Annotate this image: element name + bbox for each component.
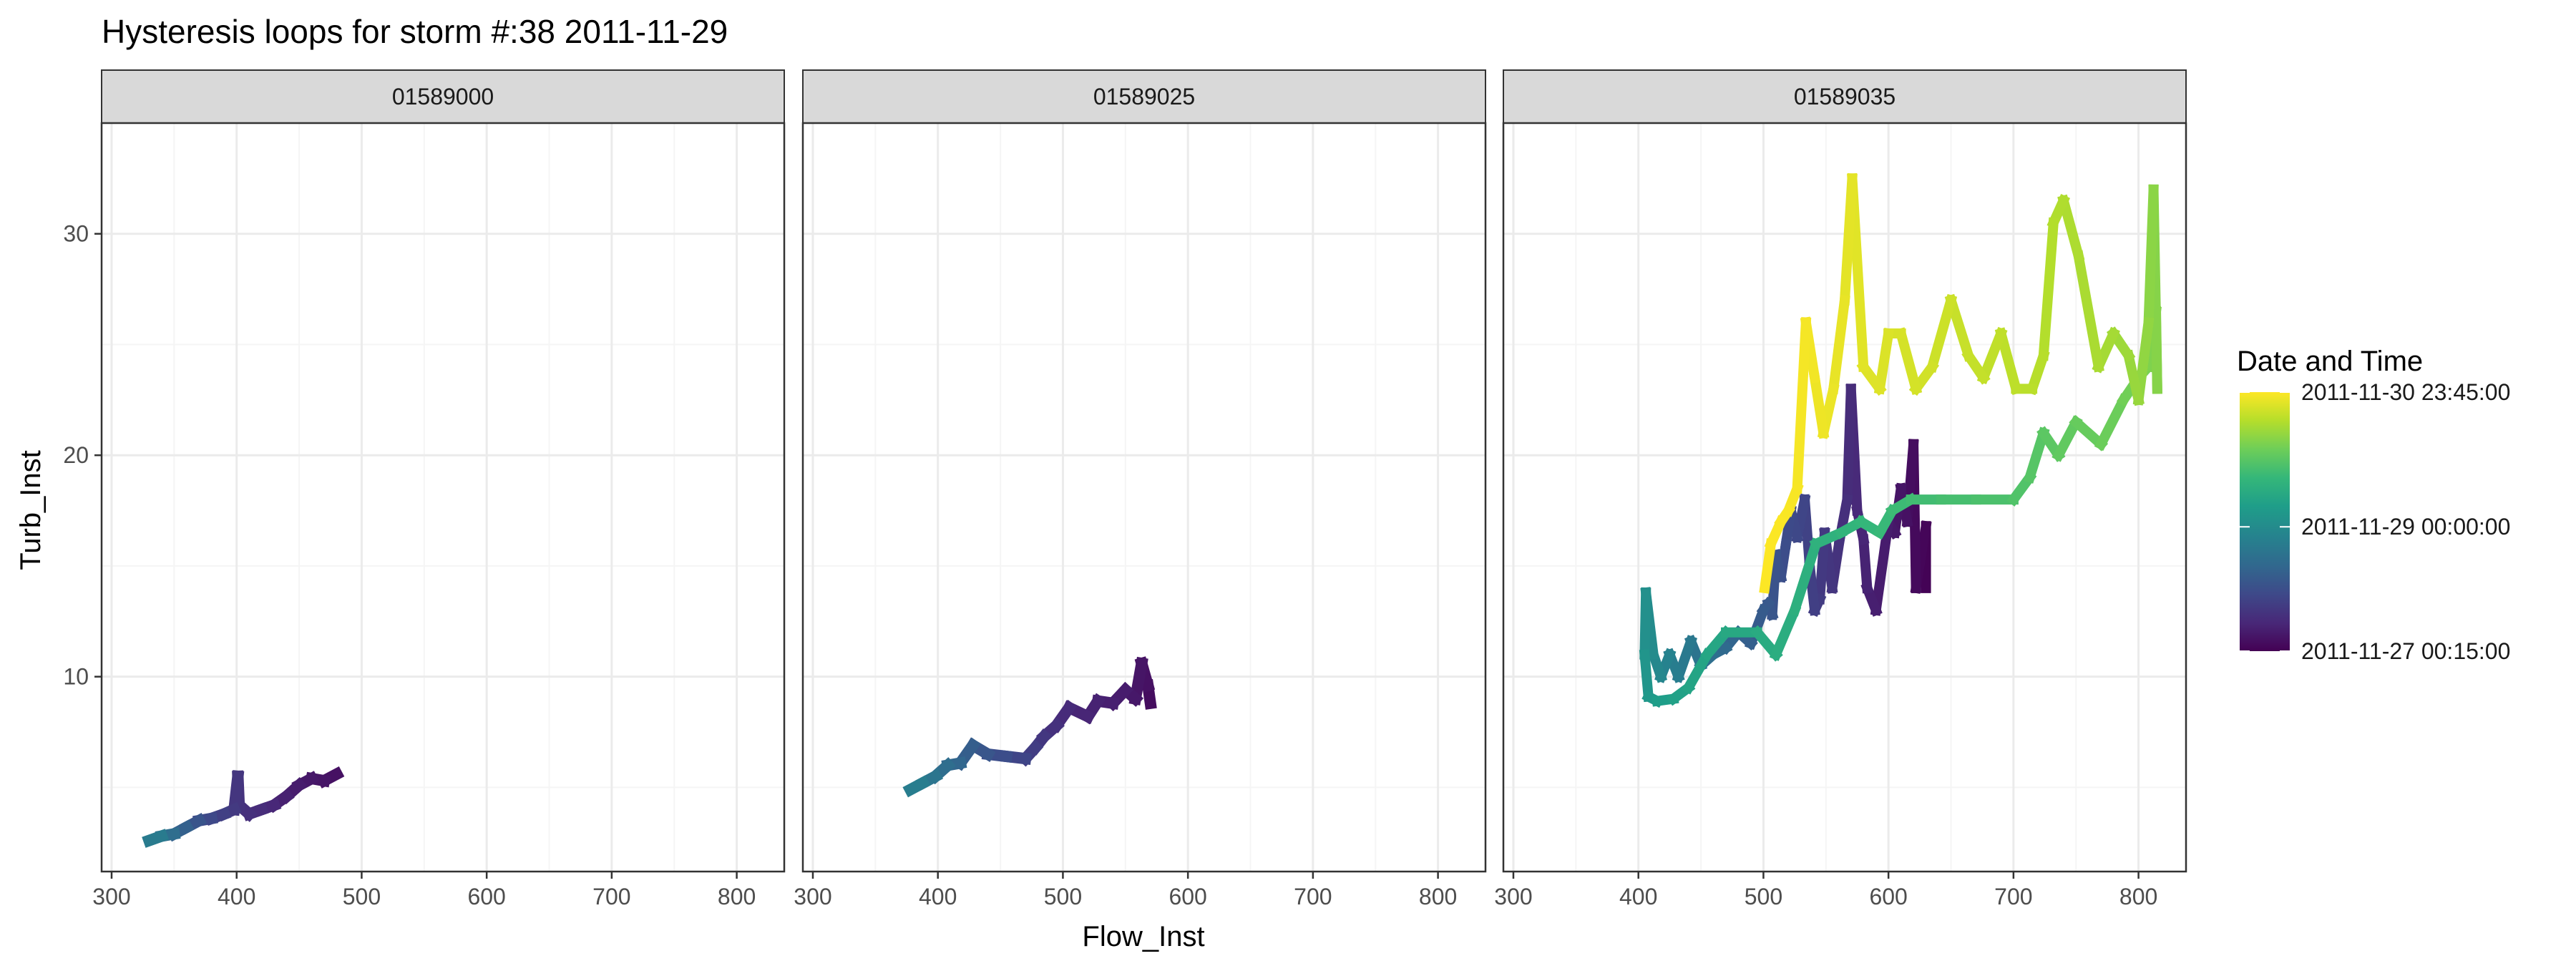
y-axis-title: Turb_Inst — [15, 450, 47, 570]
x-tick-label: 800 — [2119, 884, 2157, 909]
series-segment — [2026, 349, 2050, 396]
x-tick-label: 800 — [1419, 884, 1457, 909]
facet-panel-01589025: 01589025 300 400 500 600 700 800 — [794, 69, 1487, 909]
series-segment — [1788, 537, 1823, 617]
x-tick-label: 500 — [343, 884, 381, 909]
x-tick-label: 400 — [1619, 884, 1657, 909]
x-tick-label: 300 — [92, 884, 130, 909]
series-segment — [1809, 371, 1830, 439]
series-segment — [1873, 327, 1895, 395]
x-tick-label: 700 — [1994, 884, 2032, 909]
x-tick-label: 300 — [794, 884, 831, 909]
series-segment — [1792, 317, 1812, 494]
panel-border — [100, 122, 786, 873]
series-segment — [2069, 414, 2109, 452]
y-tick-label: 10 — [63, 664, 89, 690]
facet-strip — [802, 69, 1486, 124]
chart-title: Hysteresis loops for storm #:38 2011-11-… — [102, 13, 728, 50]
color-legend: Date and Time 2011-11-30 23:45:00 2011-11… — [2237, 346, 2510, 664]
facet-panel-01589035: 01589035 300 400 500 600 700 800 — [1494, 69, 2187, 909]
facet-strip-label: 01589025 — [1093, 84, 1195, 109]
legend-title: Date and Time — [2237, 346, 2423, 377]
series-segment — [1895, 327, 1923, 395]
legend-colorbar — [2240, 392, 2290, 651]
legend-label: 2011-11-27 00:15:00 — [2301, 638, 2510, 664]
series-segment — [1769, 603, 1802, 661]
x-tick-label: 700 — [1294, 884, 1332, 909]
x-tick-label: 600 — [1169, 884, 1206, 909]
facet-strip — [101, 69, 785, 124]
legend-label: 2011-11-29 00:00:00 — [2301, 514, 2510, 540]
facet-strip-label: 01589035 — [1794, 84, 1896, 109]
series-segment — [2023, 426, 2050, 484]
series-segment — [2051, 415, 2083, 462]
x-tick-label: 600 — [467, 884, 505, 909]
series-segment — [1839, 172, 1858, 306]
facet-strip-label: 01589000 — [392, 84, 494, 109]
x-tick-label: 700 — [592, 884, 630, 909]
series-segment — [2122, 349, 2145, 406]
facet-panels: 01589000 300 400 500 600 700 800 10 20 30 01589025… — [63, 69, 2187, 909]
series-segment — [1639, 649, 1654, 703]
series-segment — [1926, 293, 1958, 374]
panel-background — [803, 123, 1485, 872]
y-tick-label: 20 — [63, 442, 89, 468]
x-tick-label: 600 — [1869, 884, 1907, 909]
panel-border — [801, 122, 1487, 873]
series-segment — [902, 775, 931, 798]
series-segment — [1639, 587, 1652, 660]
series-segment — [1842, 384, 1856, 505]
series-segment — [1682, 648, 1714, 695]
x-tick-label: 300 — [1494, 884, 1532, 909]
series-segment — [2094, 393, 2131, 452]
series-segment — [1828, 294, 1850, 395]
series-segment — [2057, 194, 2085, 263]
legend-label: 2011-11-30 23:45:00 — [2301, 379, 2510, 405]
series-segment — [2143, 184, 2159, 328]
facet-panel-01589000: 01589000 300 400 500 600 700 800 10 20 30 — [63, 69, 786, 909]
series-segment — [1759, 538, 1777, 594]
x-tick-label: 400 — [919, 884, 957, 909]
series-segment — [2038, 217, 2059, 361]
series-segment — [2072, 250, 2104, 373]
y-tick-label: 30 — [63, 221, 89, 247]
panel-border — [1502, 122, 2187, 873]
x-tick-label: 400 — [218, 884, 255, 909]
facet-strip — [1503, 69, 2187, 124]
series-segment — [1994, 327, 2022, 395]
x-tick-label: 500 — [1044, 884, 1082, 909]
x-axis-title: Flow_Inst — [1082, 921, 1204, 952]
series-segment — [1858, 534, 1873, 594]
series-segment — [1870, 516, 1895, 616]
series-segment — [142, 829, 170, 848]
series-segment — [1944, 293, 1975, 362]
panel-background — [102, 123, 784, 872]
x-tick-label: 500 — [1745, 884, 1782, 909]
x-tick-label: 800 — [718, 884, 756, 909]
series-segment — [1976, 326, 2008, 384]
